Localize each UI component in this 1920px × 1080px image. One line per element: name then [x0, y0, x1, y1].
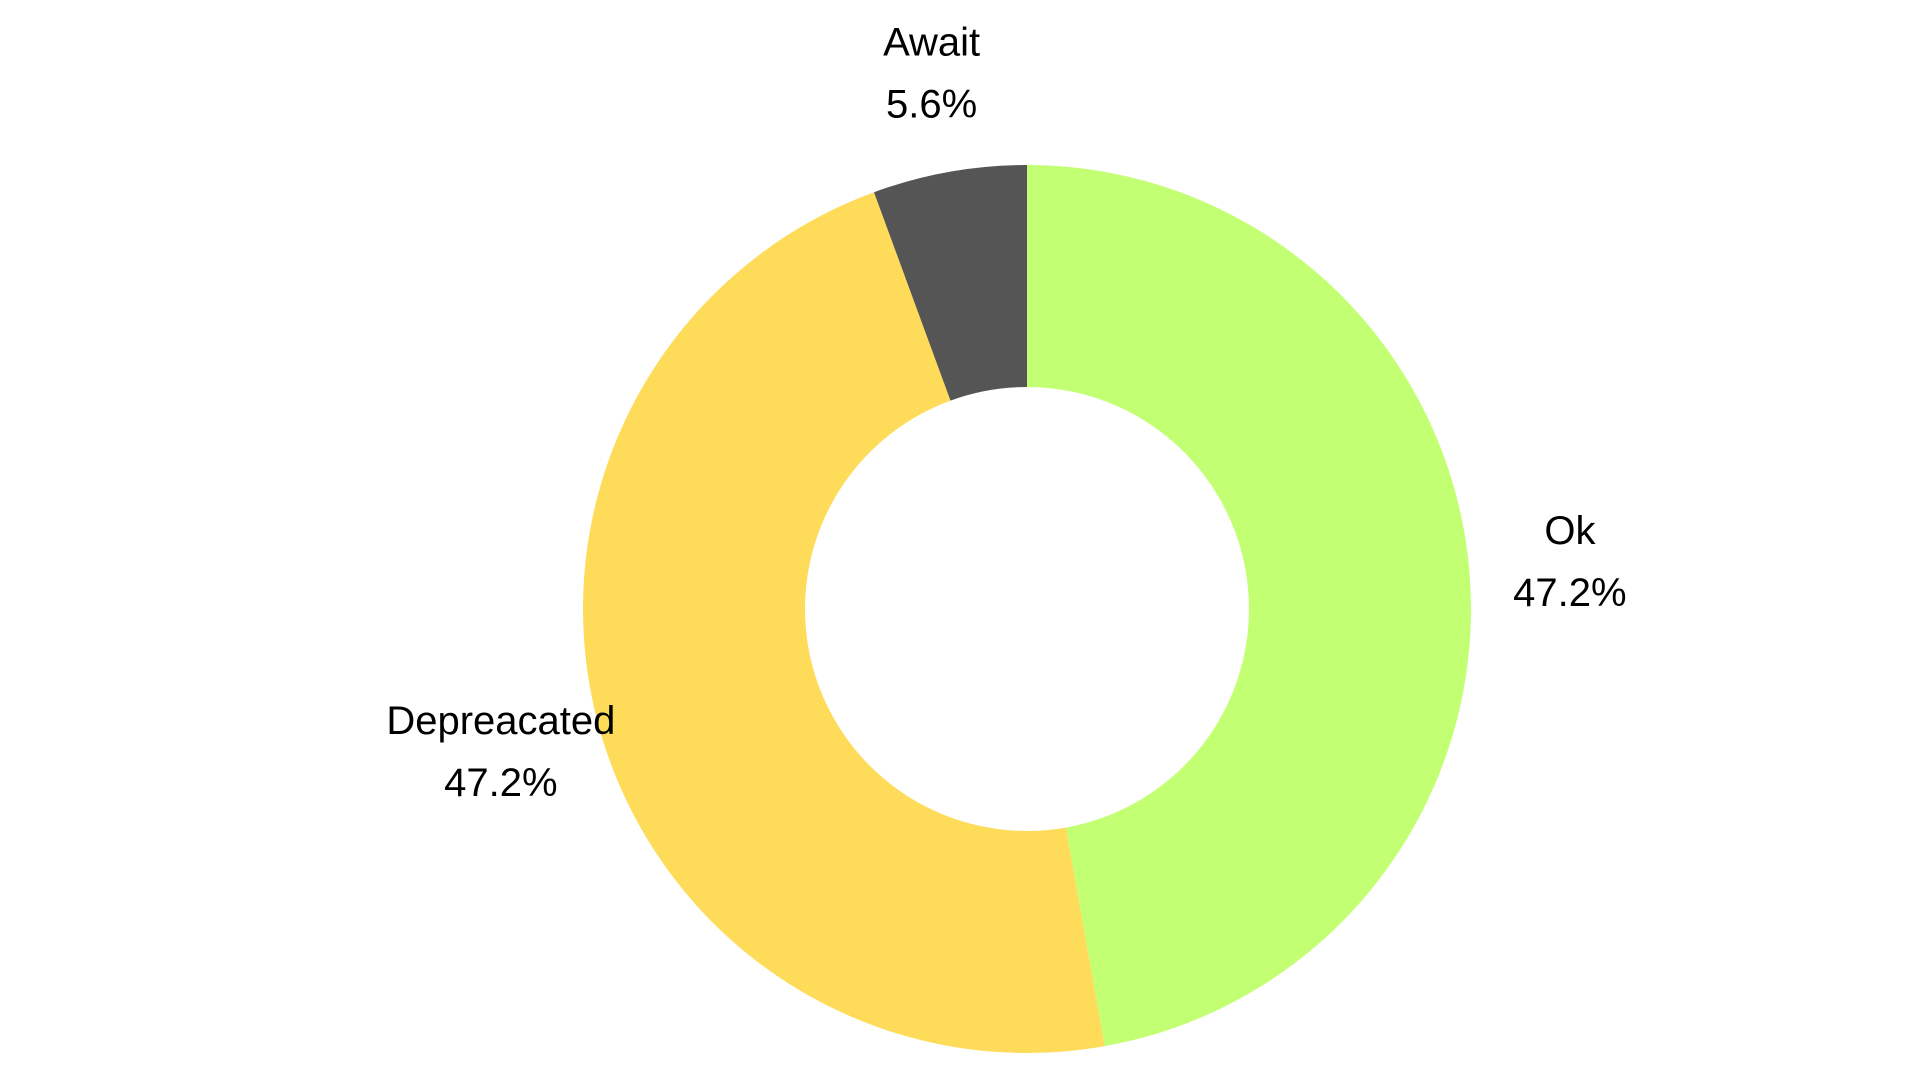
slice-await: [873, 165, 1027, 401]
slice-depreacated: [582, 192, 1105, 1054]
slice-value-await: 5.6%: [886, 82, 977, 126]
slice-value-ok: 47.2%: [1513, 571, 1626, 615]
slice-label-await: Await: [883, 20, 980, 64]
donut-slices: [582, 165, 1472, 1054]
slice-ok: [1027, 165, 1472, 1047]
slice-label-depreacated: Depreacated: [386, 699, 615, 743]
slice-label-ok: Ok: [1544, 509, 1596, 553]
slice-labels: Ok 47.2% Depreacated 47.2% Await 5.6%: [386, 20, 1626, 805]
slice-value-depreacated: 47.2%: [444, 761, 557, 805]
